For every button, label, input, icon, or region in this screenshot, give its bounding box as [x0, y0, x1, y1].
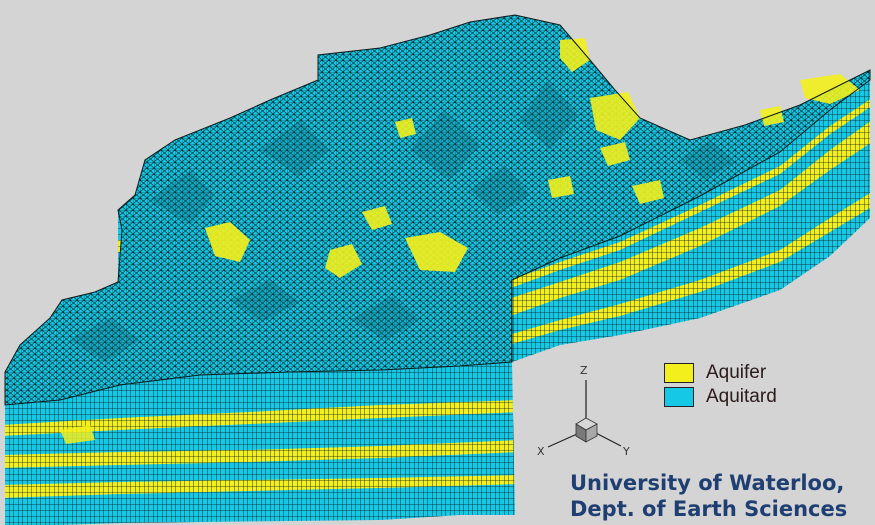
axis-x-label: X [537, 445, 545, 458]
axis-z-label: Z [580, 364, 588, 377]
credit-text: University of Waterloo, Dept. of Earth S… [570, 470, 847, 522]
terrain-surface [4, 14, 871, 444]
aquitard-swatch [664, 387, 694, 407]
credit-line-1: University of Waterloo, [570, 471, 845, 495]
axis-triad: Z X Y [537, 364, 630, 458]
axis-y-label: Y [622, 445, 630, 458]
orientation-cube-icon [575, 417, 598, 443]
legend-item-aquifer: Aquifer [664, 361, 777, 385]
aquifer-swatch [664, 363, 694, 383]
credit-line-2: Dept. of Earth Sciences [570, 497, 848, 521]
legend-item-aquitard: Aquitard [664, 385, 777, 409]
legend-label-aquifer: Aquifer [706, 362, 767, 383]
legend-label-aquitard: Aquitard [706, 386, 777, 407]
legend: Aquifer Aquitard [664, 361, 777, 409]
